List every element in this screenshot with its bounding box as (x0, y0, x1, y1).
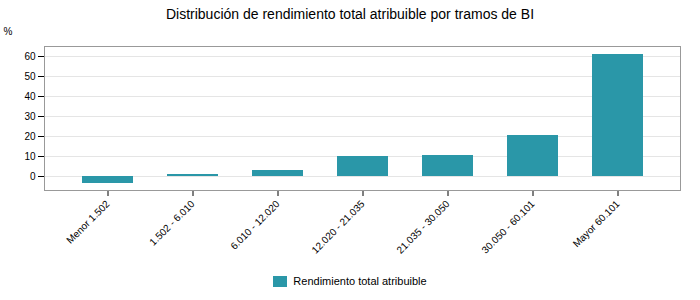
svg-text:0: 0 (30, 171, 36, 182)
svg-text:30: 30 (24, 111, 36, 122)
svg-text:%: % (4, 26, 13, 37)
svg-text:Menor 1.502: Menor 1.502 (64, 198, 112, 246)
svg-text:10: 10 (24, 151, 36, 162)
svg-text:6.010 - 12.020: 6.010 - 12.020 (228, 198, 282, 252)
svg-text:50: 50 (24, 71, 36, 82)
svg-text:21.035 - 30.050: 21.035 - 30.050 (394, 198, 452, 256)
svg-text:40: 40 (24, 91, 36, 102)
svg-text:12.020 - 21.035: 12.020 - 21.035 (309, 198, 367, 256)
svg-text:30.050 - 60.101: 30.050 - 60.101 (479, 198, 537, 256)
svg-text:20: 20 (24, 131, 36, 142)
html-text:Rendimiento total atribuible: Rendimiento total atribuible (293, 275, 427, 287)
svg-text:60: 60 (24, 51, 36, 62)
html-text:Distribución de rendimiento to: Distribución de rendimiento total atribu… (166, 6, 534, 22)
svg-text:1.502 - 6.010: 1.502 - 6.010 (147, 198, 197, 248)
svg-text:Mayor 60.101: Mayor 60.101 (571, 198, 622, 249)
